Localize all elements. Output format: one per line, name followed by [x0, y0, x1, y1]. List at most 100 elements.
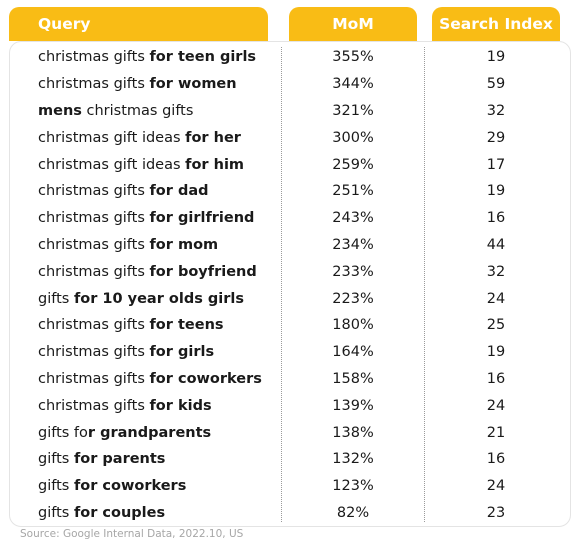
mom-cell: 158%	[332, 370, 374, 387]
mom-cell: 123%	[332, 478, 374, 495]
table-row: christmas gifts for teen girls 355% 19	[0, 44, 580, 71]
query-cell: gifts for couples	[38, 505, 165, 521]
mom-cell: 243%	[332, 210, 374, 227]
query-cell: gifts for 10 year olds girls	[38, 291, 244, 307]
mom-cell: 164%	[332, 344, 374, 361]
query-emphasis: for girls	[149, 344, 215, 361]
query-text: christmas gift ideas	[38, 129, 186, 146]
search-index-cell: 16	[486, 451, 506, 468]
query-cell: christmas gifts for mom	[38, 237, 218, 253]
mom-cell: 234%	[332, 236, 374, 253]
query-text: christmas gifts	[38, 397, 150, 414]
query-emphasis: for coworkers	[149, 370, 262, 387]
query-cell: christmas gifts for kids	[38, 398, 212, 414]
query-emphasis: for him	[185, 156, 245, 173]
table-row: christmas gift ideas for her 300% 29	[0, 124, 580, 151]
query-text: christmas gifts	[81, 102, 194, 119]
table-row: christmas gifts for boyfriend 233% 32	[0, 258, 580, 285]
search-index-cell: 32	[486, 263, 506, 280]
table-row: gifts for coworkers 123% 24	[0, 473, 580, 500]
query-emphasis: for teen girls	[149, 49, 257, 66]
query-text: christmas gifts	[38, 210, 150, 227]
query-emphasis: for teens	[149, 317, 224, 334]
query-emphasis: for mom	[149, 236, 219, 253]
search-index-cell: 59	[486, 76, 506, 93]
table-row: christmas gifts for girls 164% 19	[0, 339, 580, 366]
query-emphasis: for girlfriend	[149, 210, 255, 227]
column-divider	[424, 47, 425, 522]
table-row: gifts for couples 82% 23	[0, 500, 580, 527]
search-index-cell: 24	[486, 397, 506, 414]
query-text: christmas gifts	[38, 263, 150, 280]
query-text: gifts	[38, 504, 74, 521]
query-emphasis: for coworkers	[73, 478, 187, 495]
query-text: christmas gift ideas	[38, 156, 186, 173]
query-emphasis: r grandparents	[87, 424, 212, 441]
search-index-cell: 16	[486, 210, 506, 227]
mom-cell: 321%	[332, 102, 374, 119]
query-emphasis: for kids	[149, 397, 212, 414]
query-text: christmas gifts	[38, 370, 150, 387]
search-index-cell: 16	[486, 370, 506, 387]
query-text: gifts	[38, 290, 74, 307]
query-cell: christmas gifts for boyfriend	[38, 264, 257, 280]
query-emphasis: for women	[149, 76, 237, 93]
query-text: christmas gifts	[38, 317, 150, 334]
search-index-cell: 23	[486, 504, 506, 521]
mom-cell: 223%	[332, 290, 374, 307]
mom-cell: 355%	[332, 49, 374, 66]
mom-cell: 132%	[332, 451, 374, 468]
table-row: christmas gifts for dad 251% 19	[0, 178, 580, 205]
query-cell: christmas gift ideas for her	[38, 130, 241, 146]
table-row: christmas gifts for mom 234% 44	[0, 232, 580, 259]
table-row: christmas gifts for women 344% 59	[0, 71, 580, 98]
mom-cell: 138%	[332, 424, 374, 441]
mom-cell: 180%	[332, 317, 374, 334]
table-row: gifts for parents 132% 16	[0, 446, 580, 473]
table-row: christmas gifts for teens 180% 25	[0, 312, 580, 339]
query-text: gifts	[38, 478, 74, 495]
table-row: christmas gifts for kids 139% 24	[0, 392, 580, 419]
table-row: gifts for grandparents 138% 21	[0, 419, 580, 446]
table-row: christmas gift ideas for him 259% 17	[0, 151, 580, 178]
search-index-cell: 19	[486, 49, 506, 66]
search-index-cell: 32	[486, 102, 506, 119]
query-cell: christmas gifts for coworkers	[38, 371, 262, 387]
query-text: gifts	[38, 451, 74, 468]
query-cell: gifts for grandparents	[38, 425, 211, 441]
column-divider	[281, 47, 282, 522]
query-cell: christmas gifts for dad	[38, 183, 209, 199]
mom-cell: 344%	[332, 76, 374, 93]
search-index-cell: 29	[486, 129, 506, 146]
query-cell: christmas gifts for teen girls	[38, 49, 256, 65]
query-emphasis: for boyfriend	[149, 263, 257, 280]
mom-cell: 139%	[332, 397, 374, 414]
search-index-cell: 24	[486, 290, 506, 307]
search-index-cell: 44	[486, 236, 506, 253]
query-text: christmas gifts	[38, 344, 150, 361]
query-emphasis: for parents	[73, 451, 166, 468]
mom-cell: 300%	[332, 129, 374, 146]
search-index-cell: 25	[486, 317, 506, 334]
table-row: mens christmas gifts 321% 32	[0, 98, 580, 125]
query-cell: christmas gifts for women	[38, 76, 237, 92]
query-cell: gifts for parents	[38, 451, 165, 467]
table-row: christmas gifts for coworkers 158% 16	[0, 366, 580, 393]
query-text: christmas gifts	[38, 49, 150, 66]
query-emphasis: mens	[38, 102, 82, 119]
mom-cell: 259%	[332, 156, 374, 173]
search-index-cell: 24	[486, 478, 506, 495]
query-cell: christmas gifts for girls	[38, 344, 214, 360]
column-header-mom: MoM	[289, 7, 417, 41]
column-header-search-index: Search Index	[432, 7, 560, 41]
query-emphasis: for dad	[149, 183, 209, 200]
mom-cell: 233%	[332, 263, 374, 280]
query-text: christmas gifts	[38, 183, 150, 200]
query-emphasis: for couples	[73, 504, 166, 521]
table-body-card	[9, 41, 571, 527]
search-index-cell: 21	[486, 424, 506, 441]
query-emphasis: for 10 year olds girls	[73, 290, 244, 307]
query-text: gifts fo	[38, 424, 88, 441]
query-cell: christmas gifts for girlfriend	[38, 210, 254, 226]
search-index-cell: 17	[486, 156, 506, 173]
